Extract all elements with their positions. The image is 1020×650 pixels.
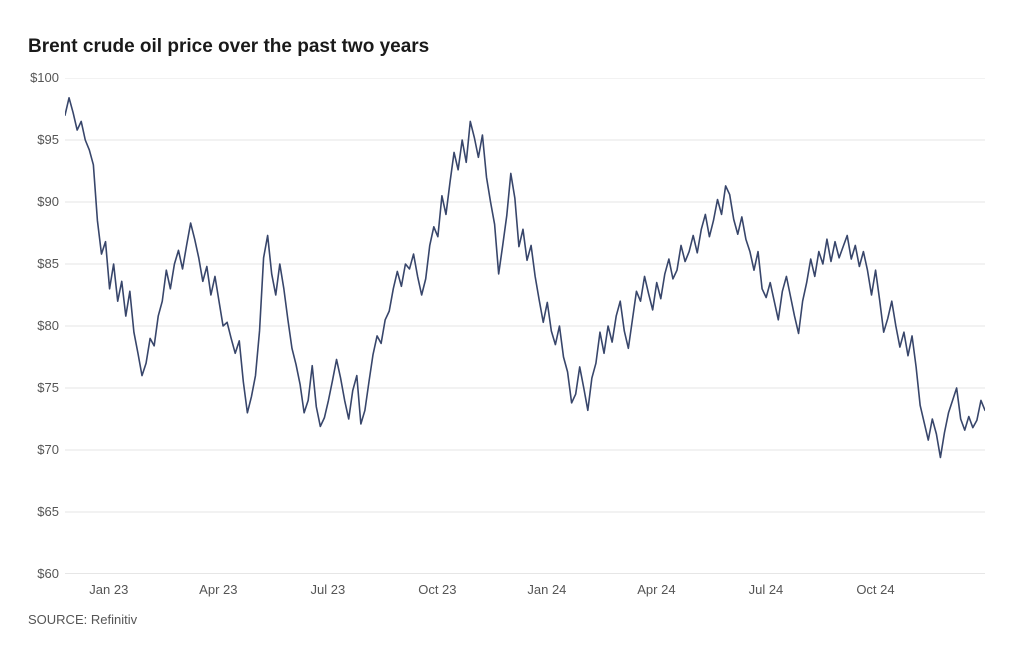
x-tick-label: Apr 24 [637, 582, 675, 597]
x-tick-label: Jan 23 [89, 582, 128, 597]
y-tick-label: $85 [37, 256, 59, 271]
y-tick-label: $80 [37, 318, 59, 333]
x-tick-label: Oct 23 [418, 582, 456, 597]
x-tick-label: Oct 24 [856, 582, 894, 597]
x-tick-label: Apr 23 [199, 582, 237, 597]
y-tick-label: $100 [30, 70, 59, 85]
chart-title: Brent crude oil price over the past two … [28, 36, 429, 58]
chart-container: Brent crude oil price over the past two … [0, 0, 1020, 650]
y-tick-label: $95 [37, 132, 59, 147]
x-tick-label: Jan 24 [527, 582, 566, 597]
y-tick-label: $60 [37, 566, 59, 581]
y-tick-label: $65 [37, 504, 59, 519]
x-tick-label: Jul 24 [749, 582, 784, 597]
chart-source: SOURCE: Refinitiv [28, 612, 137, 627]
y-tick-label: $75 [37, 380, 59, 395]
x-tick-label: Jul 23 [310, 582, 345, 597]
y-tick-label: $90 [37, 194, 59, 209]
y-tick-label: $70 [37, 442, 59, 457]
line-chart [65, 78, 985, 574]
